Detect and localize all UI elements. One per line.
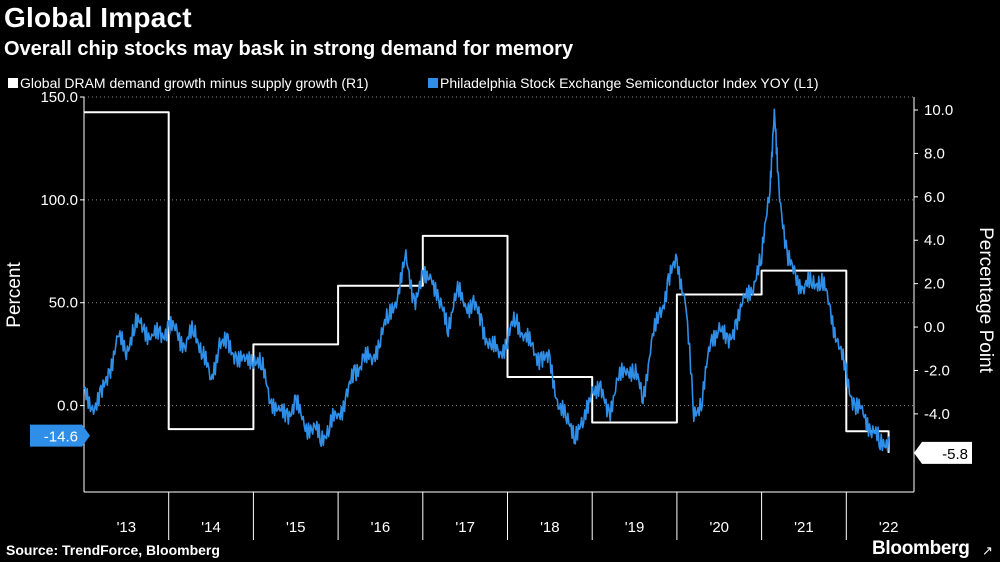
y-tick-label-right: 10.0 bbox=[924, 102, 953, 119]
brand-logo: Bloomberg bbox=[872, 538, 970, 559]
last-value-box-left bbox=[30, 424, 82, 447]
x-tick-label: '15 bbox=[286, 519, 306, 536]
legend-label-dram: Global DRAM demand growth minus supply g… bbox=[20, 75, 369, 91]
chart-title: Global Impact bbox=[4, 2, 192, 33]
y-tick-label-right: 4.0 bbox=[924, 232, 945, 249]
x-tick-label: '22 bbox=[879, 519, 899, 536]
x-tick-label: '18 bbox=[540, 519, 560, 536]
y-tick-label-right: -2.0 bbox=[924, 362, 950, 379]
chart-subtitle: Overall chip stocks may bask in strong d… bbox=[4, 38, 574, 60]
last-value-box-right bbox=[914, 441, 972, 464]
y-axis-title-left: Percent bbox=[4, 262, 25, 328]
series-line-dram bbox=[84, 111, 890, 453]
axes bbox=[80, 96, 918, 540]
x-tick-label: '21 bbox=[794, 519, 814, 536]
last-value-label-left: -14.6 bbox=[44, 429, 78, 446]
legend-label-sox: Philadelphia Stock Exchange Semiconducto… bbox=[440, 75, 819, 91]
y-tick-label-right: 2.0 bbox=[924, 276, 945, 293]
x-tick-label: '17 bbox=[455, 519, 475, 536]
y-tick-label-left: 100.0 bbox=[40, 192, 78, 209]
x-tick-label: '19 bbox=[625, 519, 645, 536]
last-value-pointer-left bbox=[82, 424, 90, 447]
y-tick-label-left: 0.0 bbox=[57, 398, 78, 415]
legend-swatch-dram bbox=[8, 78, 18, 88]
y-axis-title-right: Percentage Point bbox=[975, 227, 996, 373]
source-note: Source: TrendForce, Bloomberg bbox=[6, 542, 220, 558]
y-tick-label-right: -4.0 bbox=[924, 406, 950, 423]
series-layer bbox=[83, 108, 890, 453]
legend: Global DRAM demand growth minus supply g… bbox=[8, 75, 819, 91]
series-line-sox bbox=[83, 108, 890, 452]
last-value-label-right: -5.8 bbox=[942, 446, 968, 463]
legend-swatch-sox bbox=[428, 78, 438, 88]
last-value-labels: -14.6 -5.8 bbox=[30, 424, 972, 464]
y-tick-label-left: 50.0 bbox=[49, 295, 78, 312]
y-tick-label-right: 8.0 bbox=[924, 145, 945, 162]
x-tick-label: '13 bbox=[117, 519, 137, 536]
y-tick-label-left: 150.0 bbox=[40, 89, 78, 106]
x-tick-label: '14 bbox=[201, 519, 221, 536]
y-tick-label-right: 6.0 bbox=[924, 189, 945, 206]
y-tick-label-right: 0.0 bbox=[924, 319, 945, 336]
x-tick-label: '20 bbox=[709, 519, 729, 536]
x-tick-label: '16 bbox=[371, 519, 391, 536]
brand-arrow-icon: ↗ bbox=[982, 543, 993, 558]
tick-labels: '13 '14 '15 '16 '17 '18 '19 '20 '21 '22 0.0 50.0 100… bbox=[40, 89, 953, 536]
